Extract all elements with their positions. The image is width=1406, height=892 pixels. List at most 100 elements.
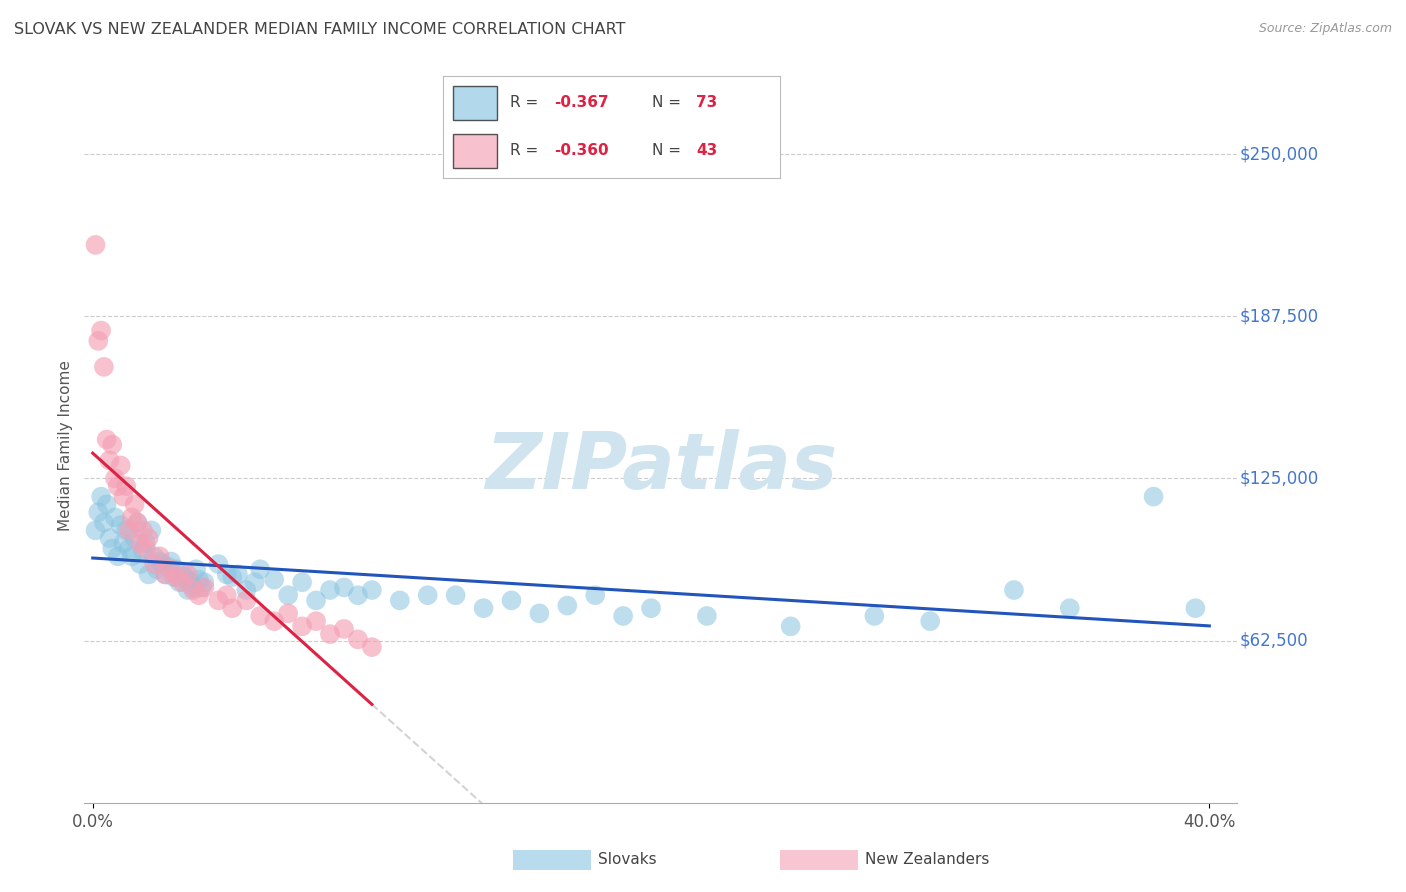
Point <box>184 562 207 576</box>
Point <box>215 567 238 582</box>
Point <box>1002 582 1025 597</box>
Point <box>173 570 195 584</box>
Point <box>155 567 177 582</box>
Point <box>98 453 121 467</box>
Point <box>181 581 204 595</box>
Point <box>90 324 112 338</box>
Point <box>146 562 169 576</box>
Point <box>187 573 209 587</box>
Text: 43: 43 <box>696 144 717 158</box>
Point <box>135 541 157 556</box>
Point <box>101 541 124 556</box>
Point <box>176 582 198 597</box>
Point <box>235 582 257 597</box>
Point <box>243 575 266 590</box>
Text: N =: N = <box>652 95 686 110</box>
Point <box>207 593 229 607</box>
Point <box>93 359 115 374</box>
Point <box>104 471 127 485</box>
Point <box>129 557 152 571</box>
Point <box>115 524 138 538</box>
Point <box>107 549 129 564</box>
Text: ZIPatlas: ZIPatlas <box>485 429 837 506</box>
Point <box>221 601 243 615</box>
Point <box>87 334 110 348</box>
Text: -0.360: -0.360 <box>554 144 609 158</box>
Point <box>149 554 172 568</box>
Point <box>84 524 107 538</box>
Point <box>163 570 186 584</box>
Point <box>226 567 249 582</box>
Point <box>112 536 135 550</box>
Point <box>170 575 193 590</box>
Point <box>118 541 141 556</box>
Point <box>1184 601 1206 615</box>
Point <box>444 588 467 602</box>
Point <box>112 490 135 504</box>
Text: 73: 73 <box>696 95 717 110</box>
Text: $62,500: $62,500 <box>1240 632 1309 649</box>
Point <box>612 609 634 624</box>
Point <box>277 588 299 602</box>
Point <box>193 581 215 595</box>
Point <box>555 599 578 613</box>
Point <box>176 567 198 582</box>
Point <box>388 593 411 607</box>
Point <box>333 581 356 595</box>
Point <box>155 567 177 582</box>
Point <box>249 609 271 624</box>
Point <box>416 588 439 602</box>
Point <box>193 575 215 590</box>
FancyBboxPatch shape <box>453 87 496 120</box>
Text: -0.367: -0.367 <box>554 95 609 110</box>
Text: R =: R = <box>510 144 544 158</box>
Point <box>115 479 138 493</box>
Point <box>143 557 166 571</box>
Point <box>98 531 121 545</box>
Point <box>166 562 188 576</box>
Text: New Zealanders: New Zealanders <box>865 853 988 867</box>
Point <box>181 582 204 597</box>
Point <box>124 531 146 545</box>
Point <box>319 627 342 641</box>
Text: $250,000: $250,000 <box>1240 145 1319 163</box>
Point <box>319 582 342 597</box>
Point <box>96 497 118 511</box>
Point <box>696 609 718 624</box>
Point <box>640 601 662 615</box>
Point <box>215 588 238 602</box>
Point <box>190 581 212 595</box>
Point <box>132 524 155 538</box>
Text: SLOVAK VS NEW ZEALANDER MEDIAN FAMILY INCOME CORRELATION CHART: SLOVAK VS NEW ZEALANDER MEDIAN FAMILY IN… <box>14 22 626 37</box>
Point <box>235 593 257 607</box>
Point <box>361 640 384 654</box>
Text: N =: N = <box>652 144 686 158</box>
Text: $187,500: $187,500 <box>1240 307 1319 326</box>
Point <box>1142 490 1164 504</box>
Point <box>107 479 129 493</box>
Point <box>779 619 801 633</box>
Point <box>277 607 299 621</box>
Point <box>529 607 551 621</box>
Point <box>118 524 141 538</box>
Point <box>472 601 495 615</box>
Point <box>157 559 180 574</box>
FancyBboxPatch shape <box>453 135 496 168</box>
Point <box>132 544 155 558</box>
Point <box>93 516 115 530</box>
Point <box>179 575 201 590</box>
Point <box>347 588 370 602</box>
Point <box>1059 601 1081 615</box>
Point <box>291 575 314 590</box>
Point <box>263 614 285 628</box>
Point <box>87 505 110 519</box>
Point <box>170 567 193 582</box>
Point <box>347 632 370 647</box>
Point <box>361 582 384 597</box>
Point <box>110 458 132 473</box>
Point <box>121 549 143 564</box>
Point <box>291 619 314 633</box>
Point <box>135 536 157 550</box>
Point <box>920 614 942 628</box>
Point <box>124 497 146 511</box>
